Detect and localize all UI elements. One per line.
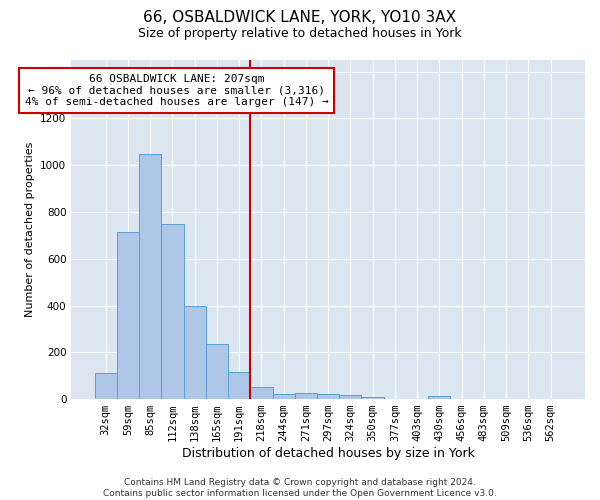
Bar <box>184 306 206 399</box>
Bar <box>272 394 295 399</box>
Text: 66, OSBALDWICK LANE, YORK, YO10 3AX: 66, OSBALDWICK LANE, YORK, YO10 3AX <box>143 10 457 25</box>
Bar <box>295 392 317 399</box>
Bar <box>250 388 272 399</box>
Text: Contains HM Land Registry data © Crown copyright and database right 2024.
Contai: Contains HM Land Registry data © Crown c… <box>103 478 497 498</box>
Y-axis label: Number of detached properties: Number of detached properties <box>25 142 35 317</box>
Text: 66 OSBALDWICK LANE: 207sqm
← 96% of detached houses are smaller (3,316)
4% of se: 66 OSBALDWICK LANE: 207sqm ← 96% of deta… <box>25 74 329 107</box>
Text: Size of property relative to detached houses in York: Size of property relative to detached ho… <box>138 28 462 40</box>
Bar <box>428 396 451 399</box>
Bar <box>117 232 139 399</box>
Bar <box>139 154 161 399</box>
Bar <box>161 224 184 399</box>
Bar <box>317 394 339 399</box>
Bar <box>206 344 228 399</box>
Bar <box>361 396 384 399</box>
Bar <box>339 395 361 399</box>
Bar <box>228 372 250 399</box>
Bar <box>95 374 117 399</box>
X-axis label: Distribution of detached houses by size in York: Distribution of detached houses by size … <box>182 447 475 460</box>
